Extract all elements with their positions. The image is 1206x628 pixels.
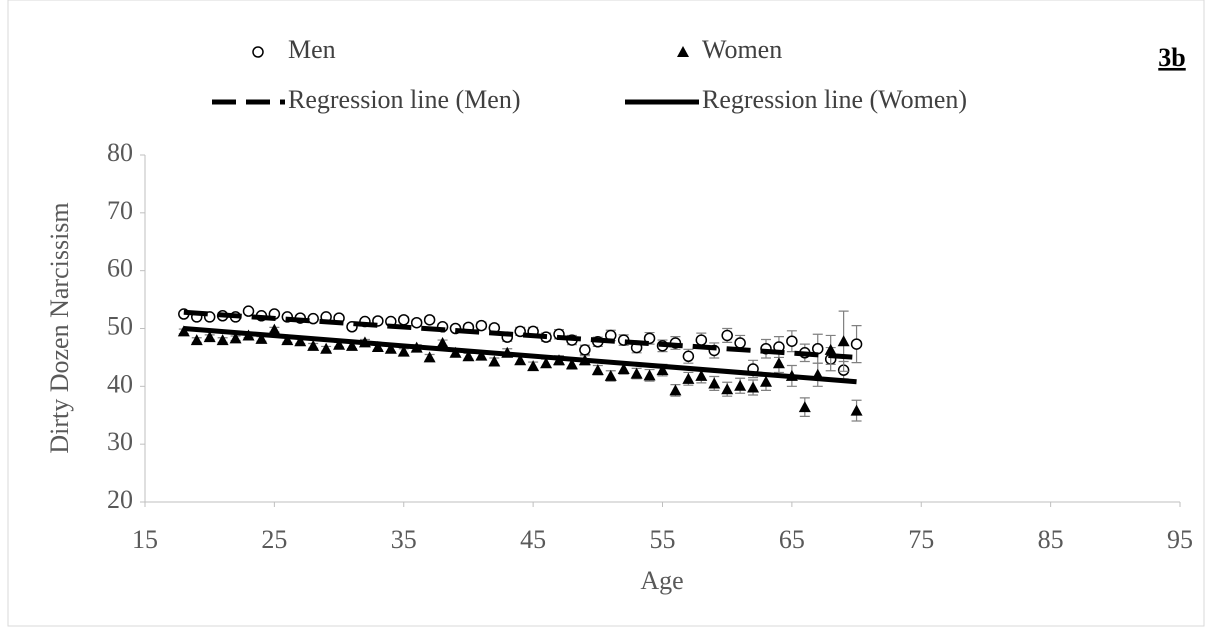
data-point	[410, 316, 423, 329]
x-tick-label: 95	[1167, 525, 1193, 554]
data-point	[216, 334, 229, 346]
x-tick-label: 55	[650, 525, 676, 554]
data-point	[617, 362, 630, 374]
data-point	[579, 344, 591, 356]
x-tick-label: 45	[520, 525, 546, 554]
x-axis-label: Age	[640, 566, 683, 595]
data-point	[695, 369, 708, 381]
x-tick-label: 75	[908, 525, 934, 554]
data-point	[423, 314, 436, 326]
data-point	[682, 350, 695, 363]
data-point	[229, 332, 242, 344]
data-point	[514, 325, 526, 338]
data-point	[255, 332, 268, 344]
data-point	[837, 335, 850, 347]
data-point	[591, 364, 604, 376]
data-point	[760, 375, 772, 387]
data-point	[398, 314, 410, 326]
data-point	[850, 338, 863, 350]
y-tick-label: 20	[107, 485, 133, 514]
data-point	[307, 339, 320, 351]
data-point	[786, 335, 798, 347]
data-point	[294, 335, 307, 347]
data-point	[682, 372, 695, 384]
data-point	[734, 379, 747, 391]
data-point	[190, 334, 203, 346]
y-tick-label: 50	[107, 311, 133, 340]
data-point	[747, 381, 760, 393]
x-tick-label: 25	[261, 525, 287, 554]
data-point	[346, 339, 358, 351]
data-point	[462, 350, 475, 362]
y-tick-label: 80	[107, 138, 133, 167]
legend-label: Men	[288, 35, 336, 64]
legend-swatch	[677, 46, 689, 57]
y-axis-label: Dirty Dozen Narcissism	[45, 202, 74, 453]
data-point	[527, 360, 540, 372]
data-point	[307, 312, 319, 325]
data-point	[695, 334, 708, 346]
data-point	[708, 377, 721, 389]
y-tick-label: 70	[107, 196, 133, 225]
data-point	[643, 369, 656, 381]
data-point	[721, 383, 734, 395]
data-point	[203, 331, 216, 343]
x-tick-label: 85	[1038, 525, 1064, 554]
data-point	[604, 369, 617, 381]
data-point	[281, 334, 294, 346]
x-tick-label: 65	[779, 525, 805, 554]
data-point	[540, 357, 553, 369]
legend-swatch	[252, 46, 264, 58]
data-point	[772, 357, 785, 369]
data-point	[850, 404, 863, 416]
data-point	[721, 329, 733, 342]
data-point	[475, 319, 488, 332]
regression-line	[183, 326, 857, 385]
legend-label: Regression line (Women)	[702, 85, 967, 114]
data-point	[371, 341, 384, 353]
data-point	[824, 343, 837, 355]
y-tick-label: 60	[107, 254, 133, 283]
data-point	[423, 351, 436, 363]
data-point	[436, 336, 449, 348]
data-point	[514, 354, 527, 366]
data-point	[333, 338, 346, 350]
legend-label: Regression line (Men)	[288, 85, 521, 114]
data-point	[565, 358, 578, 370]
data-point	[669, 384, 682, 396]
data-point	[242, 305, 255, 317]
data-point	[397, 345, 410, 357]
data-point	[643, 332, 656, 345]
y-tick-label: 30	[107, 427, 133, 456]
data-point	[488, 355, 501, 367]
chart-border	[7, 0, 1205, 627]
x-tick-label: 15	[132, 525, 158, 554]
data-point	[630, 367, 643, 379]
data-point	[656, 364, 669, 376]
data-point	[798, 401, 811, 413]
data-point	[384, 342, 397, 354]
data-point	[475, 349, 488, 361]
y-tick-label: 40	[107, 369, 133, 398]
legend-label: Women	[702, 35, 782, 64]
data-point	[320, 342, 333, 354]
panel-label: 3b	[1158, 43, 1185, 72]
regression-line	[183, 309, 857, 360]
data-point	[268, 323, 281, 335]
x-tick-label: 35	[391, 525, 417, 554]
data-point	[734, 337, 746, 349]
